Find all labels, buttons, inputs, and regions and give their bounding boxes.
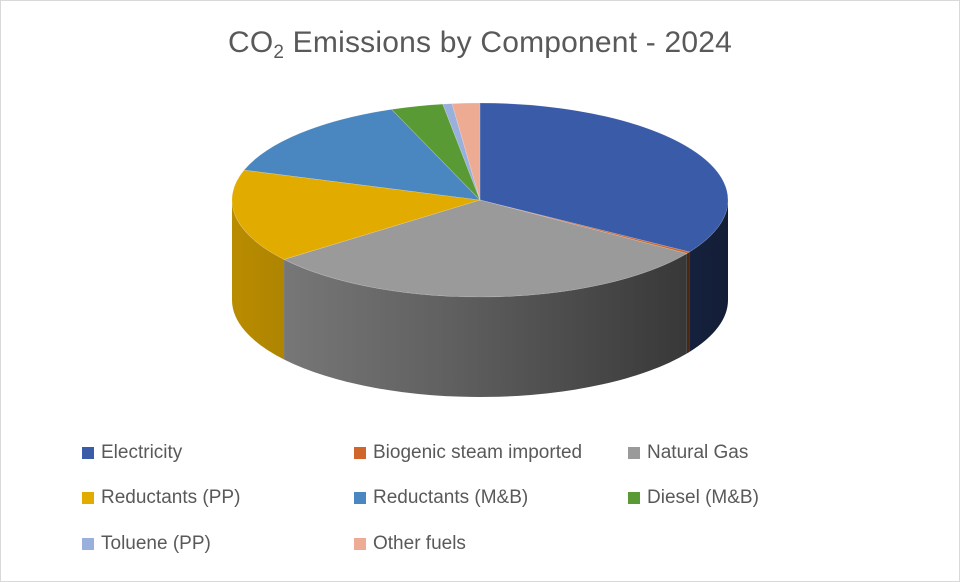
legend-item-natural-gas[interactable]: Natural Gas — [628, 441, 748, 465]
pie-slice-natural-gas[interactable] — [283, 199, 688, 298]
legend-swatch-electricity — [82, 447, 94, 459]
pie-tops — [231, 102, 729, 298]
legend-swatch-other-fuels — [354, 538, 366, 550]
pie-side-biogenic-steam-imported — [686, 251, 690, 354]
legend-swatch-diesel-m-b — [628, 492, 640, 504]
legend-swatch-toluene-pp — [82, 538, 94, 550]
pie-sides — [232, 200, 728, 397]
legend-item-toluene-pp[interactable]: Toluene (PP) — [82, 532, 211, 556]
legend-label-natural-gas: Natural Gas — [647, 442, 749, 463]
legend-label-diesel-m-b: Diesel (M&B) — [647, 487, 759, 508]
legend-label-other-fuels: Other fuels — [373, 533, 466, 554]
pie-slice-reductants-m-b[interactable] — [243, 109, 481, 201]
legend-label-toluene-pp: Toluene (PP) — [101, 533, 211, 554]
pie-side-electricity — [689, 200, 728, 352]
legend-label-electricity: Electricity — [101, 442, 183, 463]
legend-item-reductants-pp[interactable]: Reductants (PP) — [82, 486, 240, 510]
chart-title-rest: Emissions by Component - 2024 — [284, 26, 733, 59]
legend-item-biogenic-steam-imported[interactable]: Biogenic steam imported — [354, 441, 582, 465]
legend-label-reductants-m-b: Reductants (M&B) — [373, 487, 529, 508]
legend-label-reductants-pp: Reductants (PP) — [101, 487, 241, 508]
pie-side-natural-gas — [284, 253, 687, 397]
chart-title-main: CO — [227, 26, 274, 59]
pie-slice-reductants-pp[interactable] — [231, 169, 481, 260]
pie-slice-electricity[interactable] — [479, 102, 729, 253]
pie-slice-toluene-pp[interactable] — [442, 103, 481, 201]
legend-item-electricity[interactable]: Electricity — [82, 441, 182, 465]
chart-title-subscript: 2 — [273, 42, 285, 63]
legend-swatch-reductants-m-b — [354, 492, 366, 504]
pie-slice-biogenic-steam-imported[interactable] — [479, 199, 691, 254]
legend-item-reductants-m-b[interactable]: Reductants (M&B) — [354, 486, 528, 510]
legend-swatch-natural-gas — [628, 447, 640, 459]
legend-swatch-biogenic-steam-imported — [354, 447, 366, 459]
legend-item-other-fuels[interactable]: Other fuels — [354, 532, 466, 556]
legend-item-diesel-m-b[interactable]: Diesel (M&B) — [628, 486, 759, 510]
pie-slice-diesel-m-b[interactable] — [390, 103, 481, 201]
chart-title: CO2 Emissions by Component - 2024 — [0, 26, 960, 63]
legend-label-biogenic-steam-imported: Biogenic steam imported — [373, 442, 583, 463]
legend-swatch-reductants-pp — [82, 492, 94, 504]
pie-side-reductants-pp — [232, 200, 285, 360]
pie-slice-other-fuels[interactable] — [451, 102, 481, 201]
